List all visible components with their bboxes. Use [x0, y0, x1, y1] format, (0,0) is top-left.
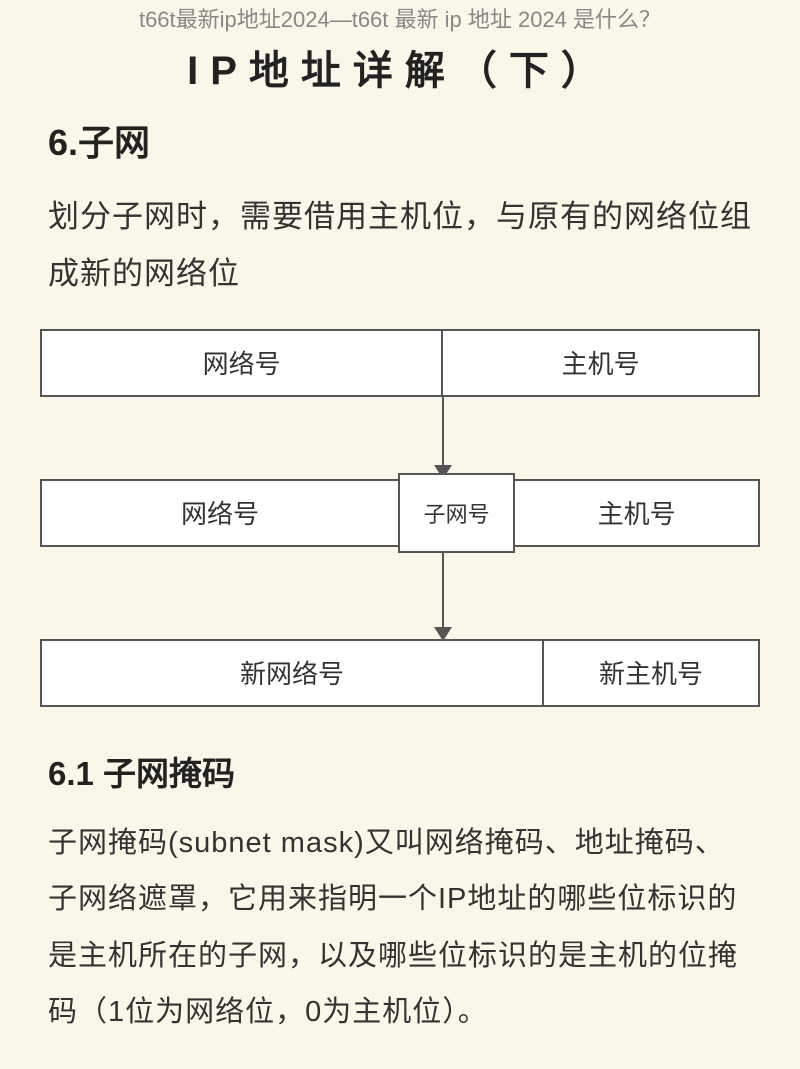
section-6-1-heading: 6.1 子网掩码	[48, 747, 800, 795]
diagram-cell-subnet-id: 子网号	[398, 473, 515, 553]
top-header-line: t66t最新ip地址2024—t66t 最新 ip 地址 2024 是什么？	[0, 0, 800, 34]
arrow-down-1	[442, 397, 444, 477]
arrow-down-2	[442, 551, 444, 639]
diagram-cell-network-id-2: 网络号	[40, 479, 400, 547]
diagram-row-3: 新网络号 新主机号	[40, 639, 760, 707]
diagram-cell-network-id: 网络号	[40, 329, 443, 397]
diagram-cell-new-network-id: 新网络号	[40, 639, 544, 707]
diagram-row-2: 网络号 子网号 主机号	[40, 479, 760, 547]
section-6-intro: 划分子网时，需要借用主机位，与原有的网络位组成新的网络位	[48, 188, 752, 303]
diagram-row-1: 网络号 主机号	[40, 329, 760, 397]
page-title: IP地址详解（下）	[0, 38, 800, 96]
section-6-1-para: 子网掩码(subnet mask)又叫网络掩码、地址掩码、子网络遮罩，它用来指明…	[48, 815, 752, 1041]
section-6-heading: 6.子网	[48, 114, 800, 166]
diagram-cell-host-id: 主机号	[443, 329, 760, 397]
diagram-cell-new-host-id: 新主机号	[544, 639, 760, 707]
diagram-cell-host-id-2: 主机号	[515, 479, 760, 547]
subnet-diagram: 网络号 主机号 网络号 子网号 主机号 新网络号 新主机号	[40, 329, 760, 719]
